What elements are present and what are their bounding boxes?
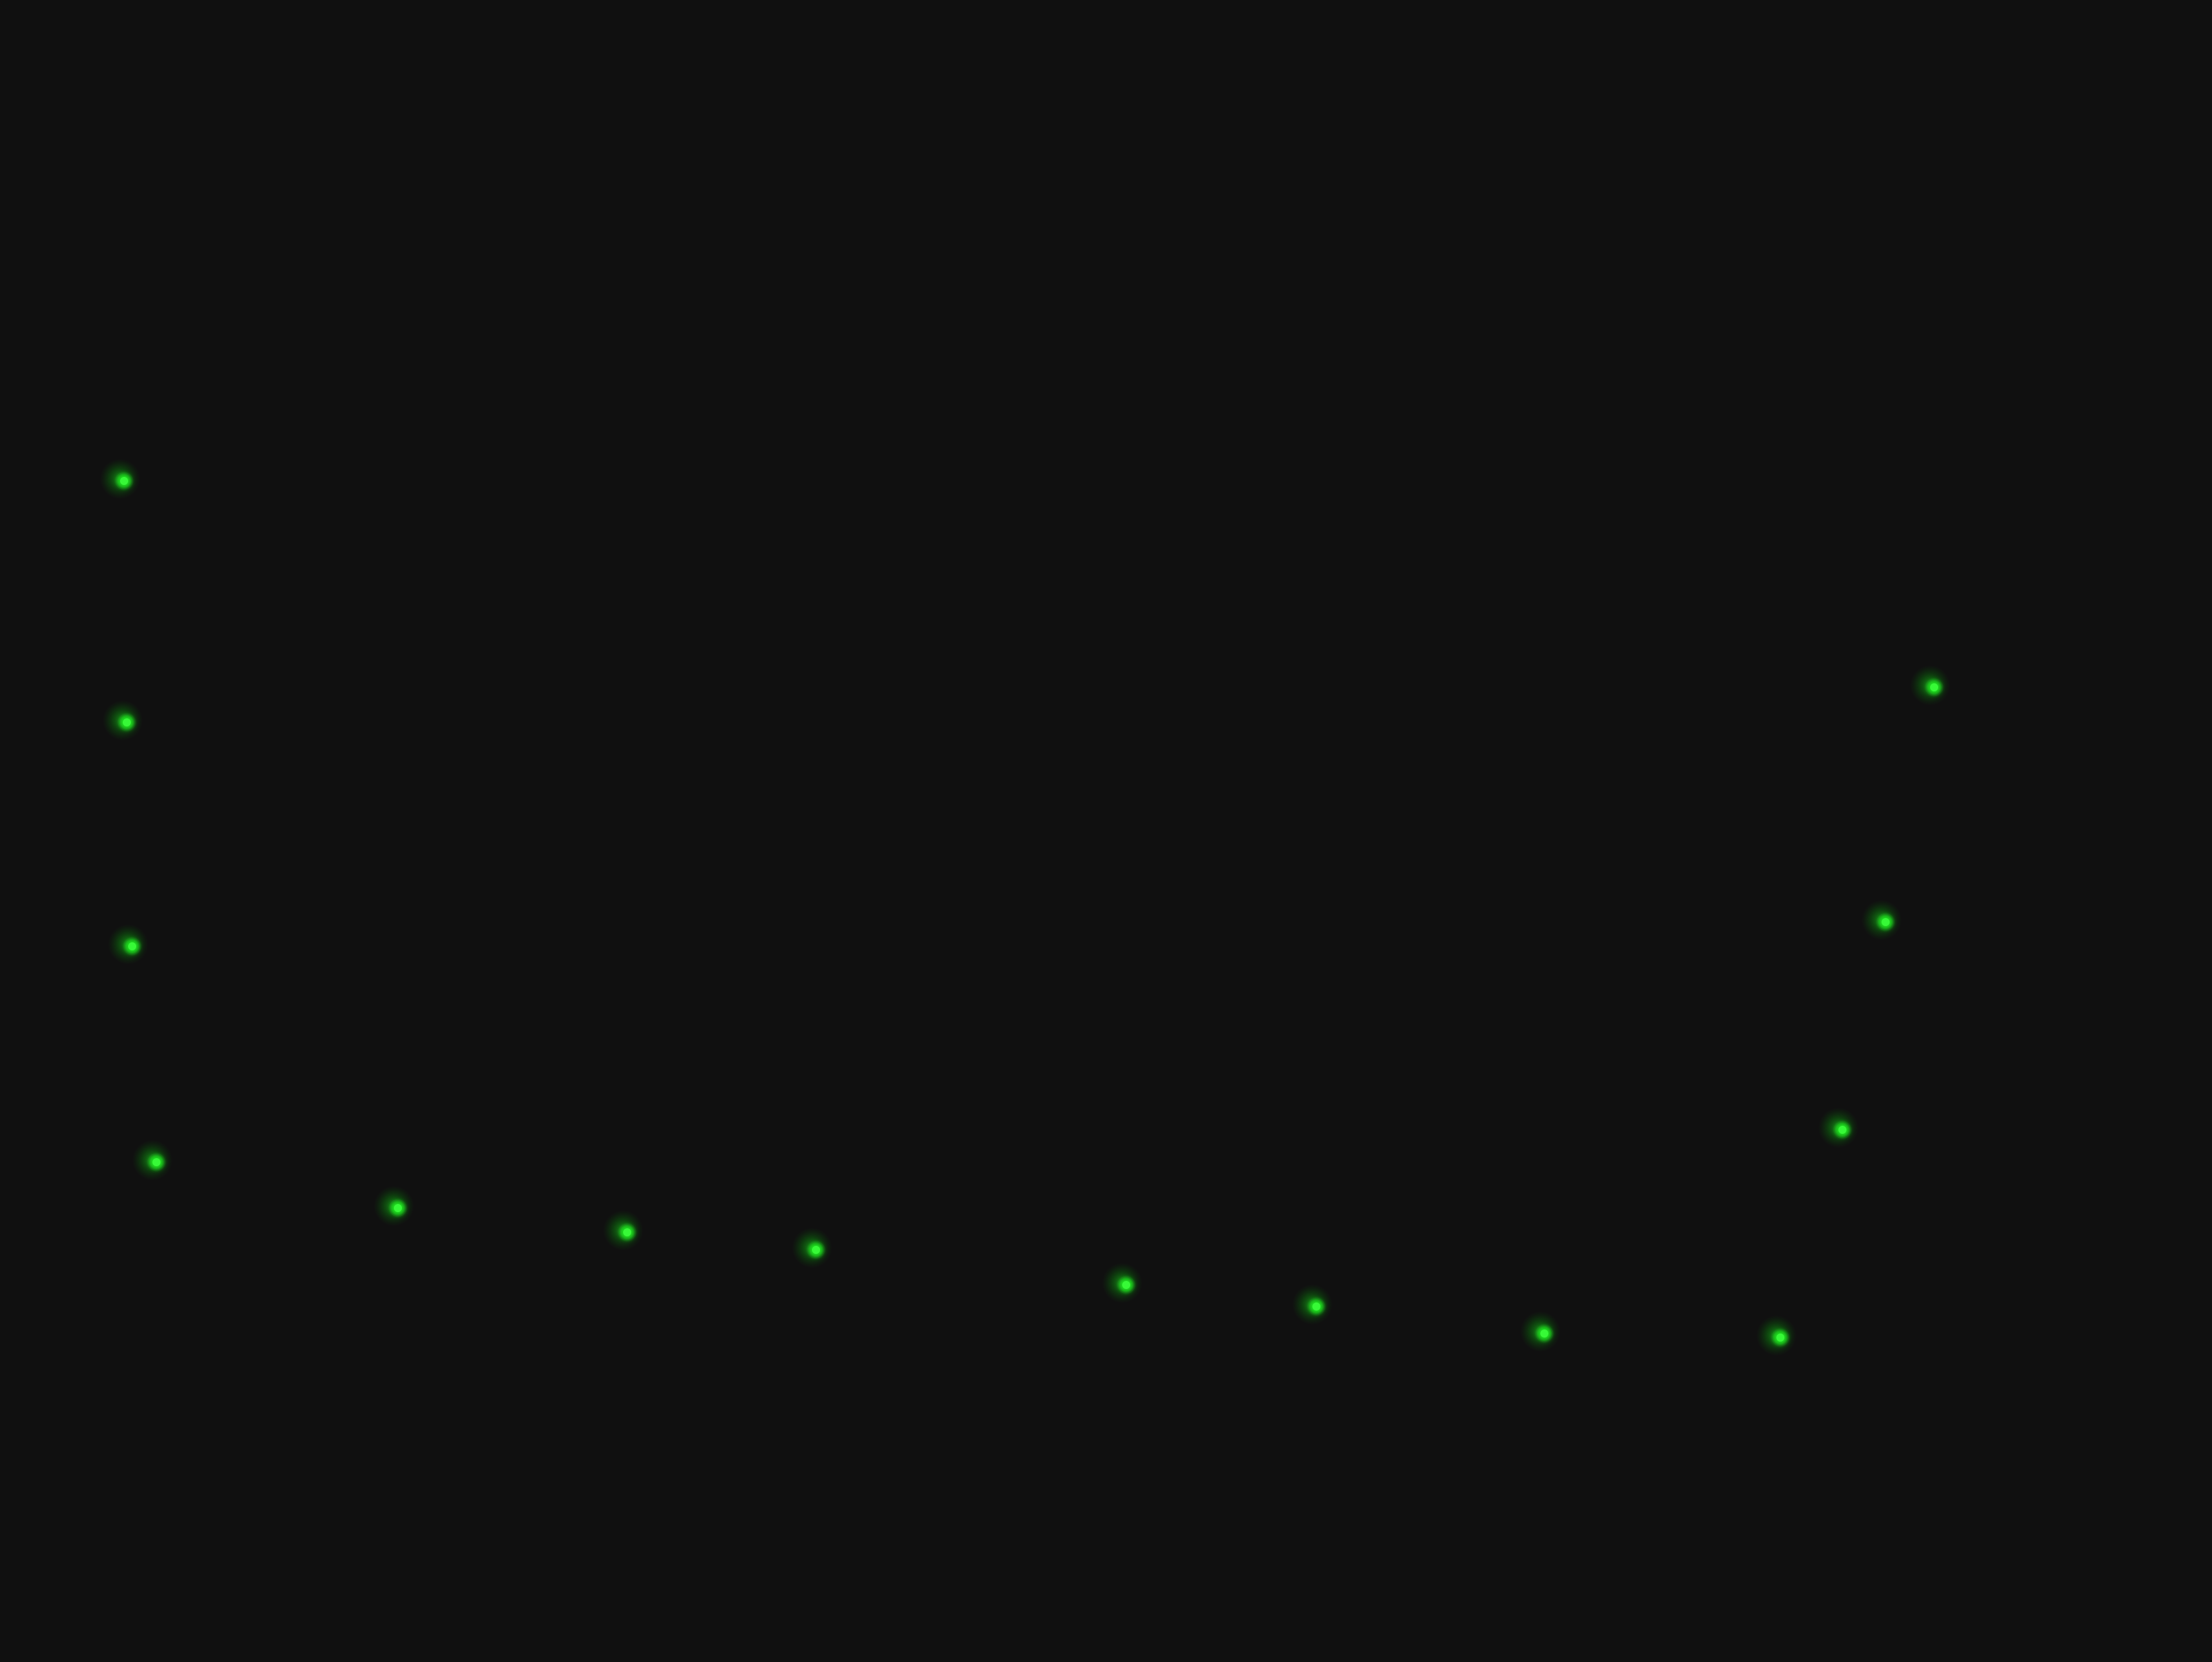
spot-center [128,942,136,950]
fluorescent-spot [100,459,140,499]
spot-center [120,477,128,485]
spot-center [152,1158,161,1166]
spot-center [394,1204,402,1212]
spot-center [1312,1302,1320,1311]
fluorescent-spot [1818,1108,1859,1148]
fluorescent-spot [603,1210,643,1251]
fluorescent-spot [1102,1263,1142,1303]
spot-center [1838,1126,1846,1134]
spot-center [812,1246,820,1254]
spot-center [1930,683,1938,691]
spot-center [123,718,131,726]
fluorescent-spot [374,1186,414,1226]
fluorescent-spot [1861,900,1902,940]
spot-center [1540,1329,1548,1338]
spot-center [623,1228,631,1236]
spot-center [1776,1334,1784,1342]
fluorescent-spot [1910,665,1950,706]
fluorescent-spot [1756,1315,1797,1356]
fluorescent-spot [132,1140,173,1180]
fluorescent-spot [792,1228,832,1268]
fluorescent-spot [1520,1311,1561,1352]
fluorescent-spot [108,924,148,965]
fluorescent-spot [103,700,143,741]
spot-center [1122,1281,1130,1289]
spot-center [1882,918,1890,926]
fluorescent-spot [1292,1284,1333,1325]
spots-layer [100,459,1950,1356]
